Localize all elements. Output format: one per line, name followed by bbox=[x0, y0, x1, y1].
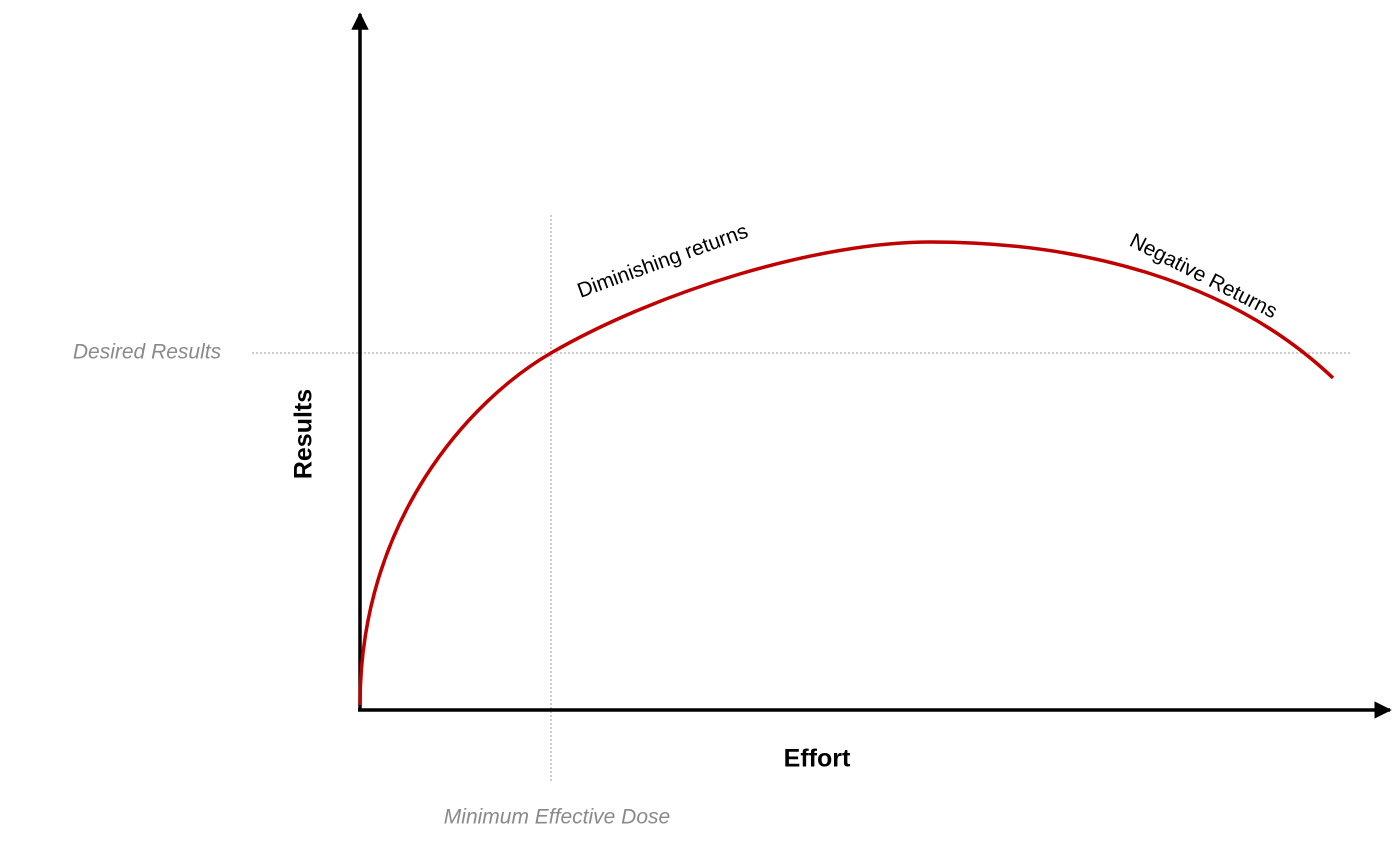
minimum-dose-label: Minimum Effective Dose bbox=[444, 806, 670, 829]
x-axis-label: Effort bbox=[784, 745, 851, 773]
desired-results-label: Desired Results bbox=[73, 341, 222, 364]
y-axis-label: Results bbox=[290, 389, 318, 479]
results-curve bbox=[358, 240, 1335, 706]
diminishing-returns-label: Diminishing returns bbox=[574, 220, 751, 303]
negative-returns-label: Negative Returns bbox=[1126, 229, 1281, 323]
